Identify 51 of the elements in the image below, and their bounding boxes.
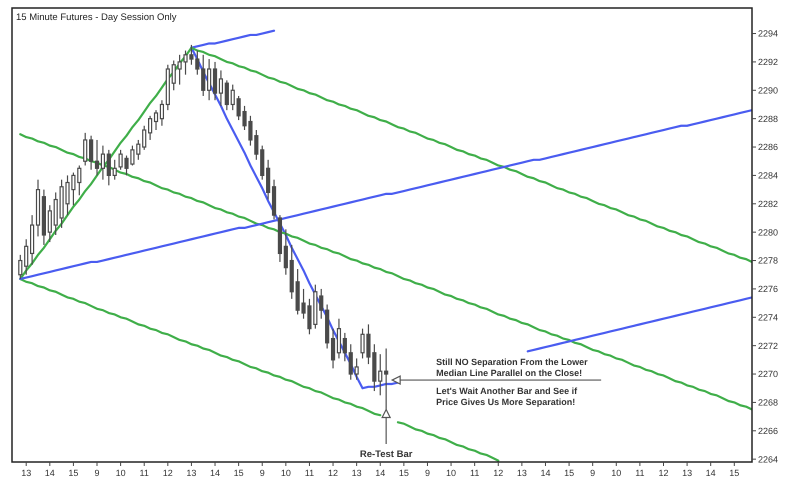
x-tick-label: 14 bbox=[375, 468, 386, 478]
y-tick-label: 2280 bbox=[758, 227, 778, 238]
annotation: Let's Wait Another Bar and See if Price Gives Us More Separation! bbox=[436, 386, 578, 408]
y-tick-label: 2266 bbox=[758, 426, 778, 436]
x-tick-label: 14 bbox=[540, 468, 550, 478]
x-tick-label: 15 bbox=[729, 468, 740, 478]
x-tick-label: 14 bbox=[210, 468, 220, 478]
y-tick-label: 2276 bbox=[758, 284, 778, 294]
x-tick-label: 10 bbox=[446, 468, 456, 478]
y-tick-label: 2268 bbox=[758, 398, 778, 408]
y-tick-label: 2282 bbox=[758, 198, 778, 209]
x-tick-label: 9 bbox=[590, 468, 596, 478]
x-tick-label: 13 bbox=[21, 468, 32, 478]
x-tick-label: 13 bbox=[516, 468, 527, 478]
x-tick-label: 9 bbox=[94, 468, 100, 478]
text: 15 Minute Futures - Day Session Only bbox=[16, 12, 177, 23]
x-tick-label: 11 bbox=[140, 468, 149, 478]
annotation: Still NO Separation From the Lower Median Line Parallel on the Close! bbox=[436, 357, 588, 378]
y-tick-label: 2288 bbox=[758, 114, 778, 124]
y-tick-label: 2278 bbox=[758, 256, 778, 266]
y-tick-label: 2286 bbox=[758, 142, 778, 152]
x-tick-label: 12 bbox=[493, 468, 504, 478]
x-tick-label: 10 bbox=[116, 468, 126, 478]
x-tick-label: 10 bbox=[280, 468, 291, 478]
x-tick-label: 11 bbox=[635, 468, 645, 478]
x-tick-label: 9 bbox=[260, 468, 265, 478]
y-tick-label: 2284 bbox=[758, 170, 778, 181]
y-tick-label: 2294 bbox=[758, 28, 778, 39]
y-tick-label: 2272 bbox=[758, 340, 778, 351]
x-tick-label: 11 bbox=[304, 468, 314, 478]
x-tick-label: 15 bbox=[234, 468, 244, 478]
annotation: Re-Test Bar bbox=[360, 449, 413, 460]
x-tick-label: 14 bbox=[706, 468, 716, 478]
y-tick-label: 2290 bbox=[758, 85, 778, 96]
y-tick-label: 2270 bbox=[758, 369, 778, 380]
x-tick-label: 15 bbox=[398, 468, 409, 478]
x-tick-label: 11 bbox=[470, 468, 480, 478]
x-tick-label: 13 bbox=[352, 468, 362, 478]
x-tick-label: 12 bbox=[162, 468, 173, 478]
x-tick-label: 15 bbox=[564, 468, 574, 478]
x-tick-label: 13 bbox=[186, 468, 196, 478]
x-tick-label: 12 bbox=[658, 468, 668, 478]
x-tick-label: 13 bbox=[682, 468, 692, 478]
y-tick-label: 2264 bbox=[758, 454, 778, 464]
x-tick-label: 14 bbox=[44, 468, 55, 478]
y-tick-label: 2274 bbox=[758, 312, 778, 322]
x-tick-label: 9 bbox=[424, 468, 430, 478]
y-tick-label: 2292 bbox=[758, 57, 778, 68]
x-tick-label: 12 bbox=[328, 468, 338, 478]
x-tick-label: 15 bbox=[68, 468, 78, 478]
x-tick-label: 10 bbox=[611, 468, 622, 478]
